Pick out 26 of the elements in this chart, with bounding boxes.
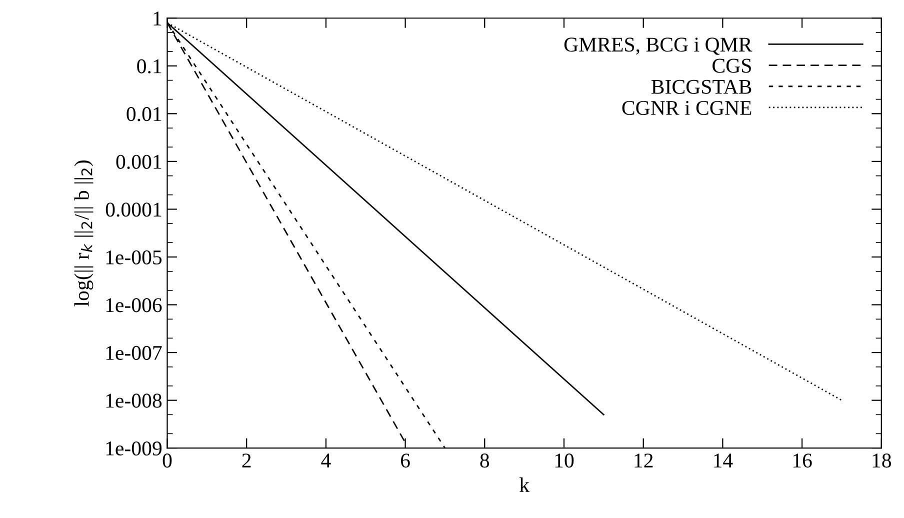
y-tick-label: 0.001 <box>116 154 162 169</box>
legend-label: GMRES, BCG i QMR <box>564 38 752 55</box>
x-tick-label: 0 <box>162 454 172 468</box>
x-axis-title: k <box>520 477 530 492</box>
x-tick-label: 2 <box>242 454 251 468</box>
y-tick-label: 1e-007 <box>106 346 162 360</box>
x-tick-label: 18 <box>872 454 892 468</box>
x-tick-label: 14 <box>714 454 733 468</box>
y-axis-title: log(|| r$_{k}$ ||$_{2}$/|| b ||$_{2}$) <box>74 160 94 306</box>
x-tick-label: 4 <box>321 454 331 468</box>
y-tick-label: 1 <box>154 12 162 26</box>
legend-label: BICGSTAB <box>651 80 752 94</box>
y-tick-label: 0.01 <box>126 107 162 122</box>
x-tick-label: 10 <box>555 454 574 468</box>
y-tick-label: 0.0001 <box>106 202 162 217</box>
x-tick-label: 6 <box>400 454 410 468</box>
x-tick-label: 16 <box>793 454 812 468</box>
x-tick-label: 8 <box>480 454 490 468</box>
y-tick-label: 1e-009 <box>106 441 162 456</box>
x-tick-label: 12 <box>634 454 653 468</box>
y-tick-label: 1e-005 <box>106 250 162 264</box>
legend-label: CGNR i CGNE <box>622 100 752 115</box>
legend-label: CGS <box>712 58 751 73</box>
y-tick-label: 1e-008 <box>106 394 162 408</box>
y-tick-label: 1e-006 <box>106 298 162 312</box>
y-tick-label: 0.1 <box>137 59 162 74</box>
